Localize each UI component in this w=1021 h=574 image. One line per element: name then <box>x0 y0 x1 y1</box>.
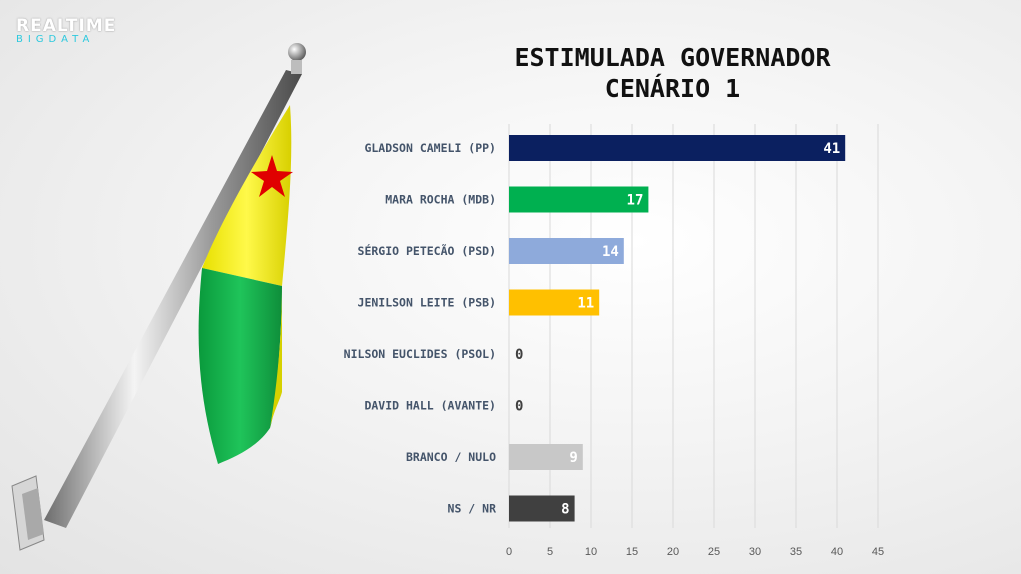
category-label: MARA ROCHA (MDB) <box>385 193 496 207</box>
x-tick-label: 10 <box>585 546 597 558</box>
data-label: 0 <box>515 399 523 415</box>
x-tick-label: 0 <box>506 546 512 558</box>
realtime-bigdata-logo: REALTIME BIGDATA <box>16 16 116 45</box>
wall-bracket <box>11 475 45 551</box>
x-tick-label: 30 <box>749 546 761 558</box>
x-tick-label: 15 <box>626 546 638 558</box>
data-label: 41 <box>823 141 840 157</box>
category-label: JENILSON LEITE (PSB) <box>358 296 496 310</box>
category-label: GLADSON CAMELI (PP) <box>364 141 496 155</box>
data-label: 8 <box>561 502 569 518</box>
chart-title-line-2: CENÁRIO 1 <box>604 74 741 103</box>
category-label: NILSON EUCLIDES (PSOL) <box>344 347 496 361</box>
x-tick-label: 45 <box>872 546 884 558</box>
bar <box>509 186 649 213</box>
data-label: 14 <box>602 244 619 260</box>
bars: 41 17 14 11 0 0 9 8 <box>509 135 846 522</box>
logo-wordmark-bottom: BIGDATA <box>16 34 95 45</box>
category-label: SÉRGIO PETECÃO (PSD) <box>358 243 496 258</box>
category-label: DAVID HALL (AVANTE) <box>364 399 496 413</box>
logo-wordmark-top: REALTIME <box>16 16 117 36</box>
acre-flag <box>198 105 293 464</box>
data-label: 11 <box>577 296 594 312</box>
bar <box>509 444 583 470</box>
category-label: BRANCO / NULO <box>406 450 496 464</box>
x-axis-ticks: 0 5 10 15 20 25 30 35 40 45 <box>506 546 884 558</box>
x-tick-label: 5 <box>547 546 553 558</box>
bar <box>509 238 624 264</box>
bar <box>509 289 600 316</box>
x-tick-label: 35 <box>790 546 802 558</box>
x-tick-label: 40 <box>831 546 843 558</box>
data-label: 9 <box>569 450 577 466</box>
x-tick-label: 25 <box>708 546 720 558</box>
x-tick-label: 20 <box>667 546 679 558</box>
bar <box>509 135 846 161</box>
flagpole <box>44 43 306 528</box>
data-label: 0 <box>515 347 523 363</box>
category-labels: GLADSON CAMELI (PP) MARA ROCHA (MDB) SÉRGI… <box>344 141 496 516</box>
data-label: 17 <box>627 193 644 209</box>
acre-flag-illustration <box>11 43 306 551</box>
category-label: NS / NR <box>448 502 497 516</box>
bar <box>509 495 575 522</box>
chart-title-line-1: ESTIMULADA GOVERNADOR <box>514 43 831 72</box>
chart-title: ESTIMULADA GOVERNADOR CENÁRIO 1 <box>470 42 875 104</box>
